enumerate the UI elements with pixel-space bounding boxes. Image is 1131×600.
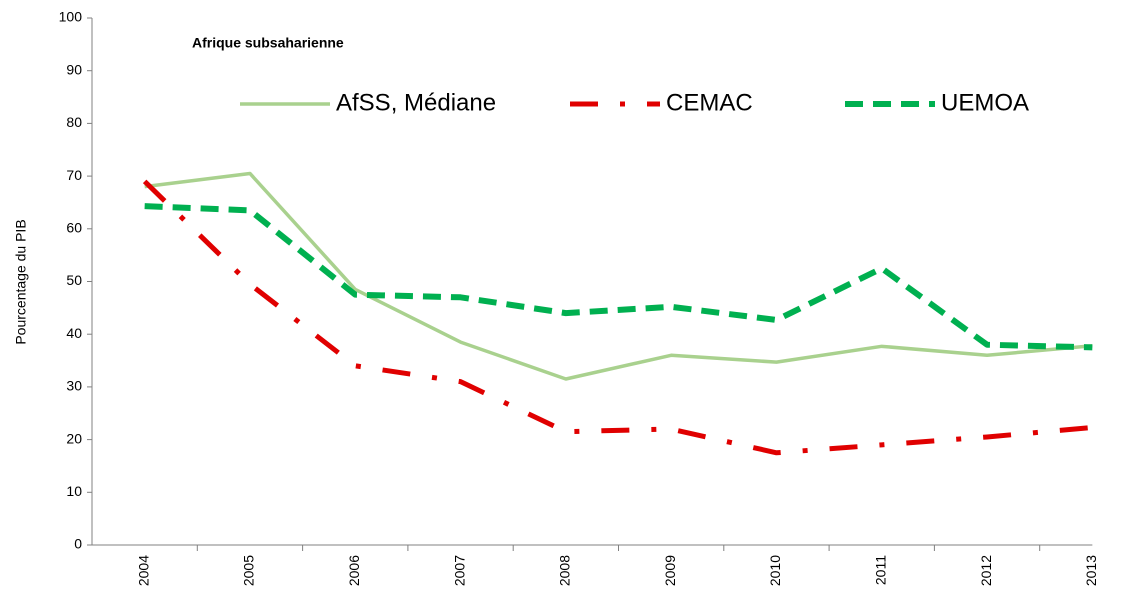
y-tick-label: 10 — [66, 483, 82, 499]
y-tick-label: 80 — [66, 114, 82, 130]
y-tick-label: 20 — [66, 430, 82, 446]
x-tick-label: 2005 — [241, 555, 257, 586]
series-line — [144, 203, 1093, 351]
x-tick-label: 2007 — [451, 555, 467, 586]
y-tick-label: 40 — [66, 325, 82, 341]
series-line — [144, 171, 1093, 381]
y-axis-label: Pourcentage du PIB — [13, 219, 29, 344]
y-tick-label: 70 — [66, 167, 82, 183]
series-line — [142, 179, 1093, 456]
legend-label: UEMOA — [941, 89, 1029, 116]
x-tick-label: 2012 — [978, 555, 994, 586]
y-tick-label: 30 — [66, 378, 82, 394]
y-tick-label: 100 — [59, 9, 83, 25]
x-tick-label: 2004 — [135, 555, 151, 586]
x-tick-label: 2008 — [557, 555, 573, 586]
legend-label: CEMAC — [666, 89, 753, 116]
x-tick-label: 2006 — [346, 555, 362, 586]
y-tick-label: 50 — [66, 272, 82, 288]
y-tick-label: 60 — [66, 220, 82, 236]
y-tick-label: 90 — [66, 61, 82, 77]
x-tick-label: 2010 — [767, 555, 783, 586]
legend-label: AfSS, Médiane — [336, 89, 496, 116]
x-tick-label: 2009 — [662, 555, 678, 586]
x-tick-label: 2013 — [1083, 555, 1099, 586]
y-tick-label: 0 — [74, 536, 82, 552]
annotation: Afrique subsaharienne — [192, 35, 344, 51]
x-tick-label: 2011 — [872, 555, 888, 585]
